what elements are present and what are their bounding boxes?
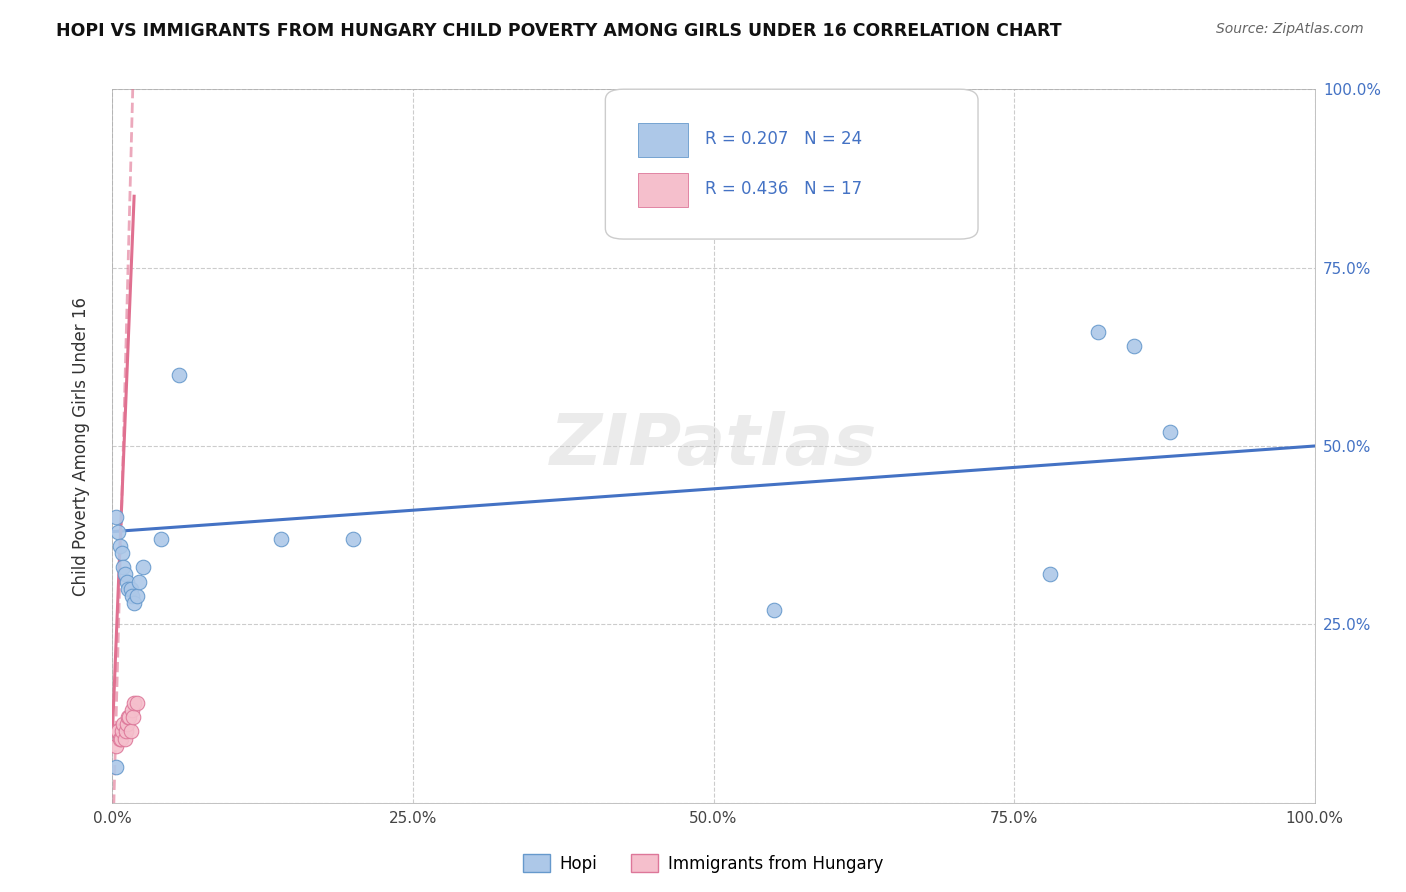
Point <box>122 596 145 610</box>
Point <box>120 582 142 596</box>
Point <box>342 532 364 546</box>
Point <box>117 710 139 724</box>
Y-axis label: Child Poverty Among Girls Under 16: Child Poverty Among Girls Under 16 <box>72 296 90 596</box>
Text: HOPI VS IMMIGRANTS FROM HUNGARY CHILD POVERTY AMONG GIRLS UNDER 16 CORRELATION C: HOPI VS IMMIGRANTS FROM HUNGARY CHILD PO… <box>56 22 1062 40</box>
Point <box>115 574 138 589</box>
Point <box>112 560 135 574</box>
Point <box>110 731 132 746</box>
Point <box>118 710 141 724</box>
Point <box>112 717 135 731</box>
Text: Source: ZipAtlas.com: Source: ZipAtlas.com <box>1216 22 1364 37</box>
Point <box>125 696 148 710</box>
Point <box>111 546 134 560</box>
Point <box>114 731 136 746</box>
Point <box>121 703 143 717</box>
Text: R = 0.436   N = 17: R = 0.436 N = 17 <box>706 180 862 198</box>
Point <box>105 510 128 524</box>
Point <box>107 524 129 539</box>
Point <box>270 532 292 546</box>
Point <box>1087 325 1109 339</box>
Point <box>111 724 134 739</box>
Point <box>120 724 142 739</box>
Point <box>117 582 139 596</box>
Point <box>122 696 145 710</box>
Point <box>131 560 153 574</box>
Point <box>114 724 136 739</box>
Text: ZIPatlas: ZIPatlas <box>550 411 877 481</box>
Point <box>108 539 131 553</box>
Point <box>108 731 131 746</box>
Point <box>122 710 145 724</box>
Point <box>105 760 128 774</box>
FancyBboxPatch shape <box>638 173 689 207</box>
Point <box>762 603 785 617</box>
Point <box>121 589 143 603</box>
Legend: Hopi, Immigrants from Hungary: Hopi, Immigrants from Hungary <box>516 847 890 880</box>
Point <box>114 567 136 582</box>
Point <box>125 589 148 603</box>
Point <box>167 368 190 382</box>
Point <box>128 574 150 589</box>
Point <box>105 739 128 753</box>
Point <box>107 724 129 739</box>
Point <box>149 532 172 546</box>
Point <box>1159 425 1181 439</box>
Point <box>105 724 128 739</box>
FancyBboxPatch shape <box>606 89 979 239</box>
Point <box>1039 567 1062 582</box>
Point <box>115 717 138 731</box>
FancyBboxPatch shape <box>638 123 689 157</box>
Text: R = 0.207   N = 24: R = 0.207 N = 24 <box>706 130 862 148</box>
Point <box>1123 339 1146 353</box>
